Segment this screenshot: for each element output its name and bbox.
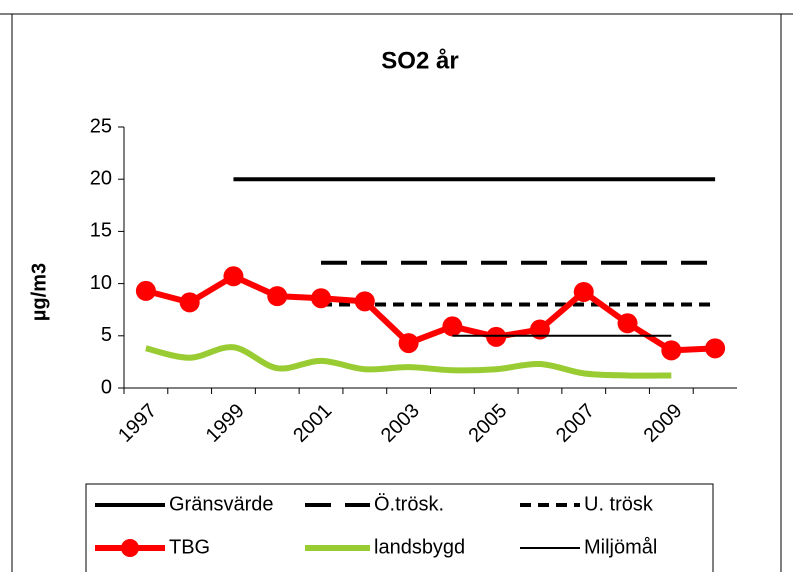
data-point xyxy=(705,338,726,359)
y-tick-label: 5 xyxy=(101,324,112,346)
data-point xyxy=(179,292,200,313)
series-line xyxy=(145,344,672,379)
data-point xyxy=(617,313,638,334)
x-tick-label: 2009 xyxy=(640,400,687,447)
y-tick-label: 15 xyxy=(90,220,112,242)
data-point xyxy=(442,316,463,337)
legend-label: Ö.trösk. xyxy=(374,493,444,515)
data-point xyxy=(398,333,419,354)
data-point xyxy=(661,340,682,361)
y-tick-label: 0 xyxy=(101,376,112,398)
chart-title: SO2 år xyxy=(381,47,458,74)
x-tick-label: 1997 xyxy=(114,400,161,447)
legend-label: U. trösk xyxy=(584,493,654,515)
data-point xyxy=(223,266,244,287)
x-tick-label: 1999 xyxy=(202,400,249,447)
legend-label: landsbygd xyxy=(374,536,465,558)
data-point xyxy=(311,288,332,309)
legend-box xyxy=(85,483,714,572)
legend-marker xyxy=(121,539,139,557)
x-tick-label: 2005 xyxy=(464,400,511,447)
legend-label: Miljömål xyxy=(584,536,657,558)
legend-label: Gränsvärde xyxy=(169,493,274,515)
x-tick-label: 2001 xyxy=(289,400,336,447)
data-point xyxy=(486,326,507,347)
series-line xyxy=(145,273,716,354)
x-tick-label: 2007 xyxy=(552,400,599,447)
y-tick-label: 25 xyxy=(90,115,112,137)
data-point xyxy=(529,319,550,340)
y-tick-label: 10 xyxy=(90,272,112,294)
data-point xyxy=(354,291,375,312)
y-axis-title: µg/m3 xyxy=(28,263,50,321)
x-tick-label: 2003 xyxy=(377,400,424,447)
y-tick-label: 20 xyxy=(90,167,112,189)
data-point xyxy=(135,280,156,301)
data-point xyxy=(267,286,288,307)
legend-label: TBG xyxy=(169,536,210,558)
data-point xyxy=(573,281,594,302)
